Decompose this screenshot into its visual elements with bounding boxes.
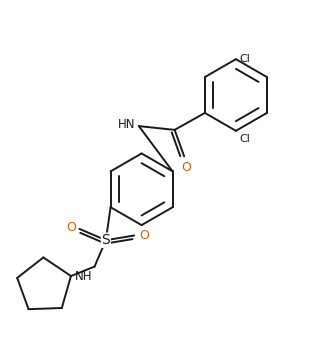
Text: S: S bbox=[101, 233, 110, 247]
Text: NH: NH bbox=[75, 271, 93, 283]
Text: O: O bbox=[139, 229, 149, 242]
Text: O: O bbox=[181, 161, 191, 174]
Text: O: O bbox=[66, 220, 76, 234]
Text: HN: HN bbox=[118, 118, 135, 131]
Text: Cl: Cl bbox=[240, 133, 251, 144]
Text: Cl: Cl bbox=[240, 54, 251, 64]
